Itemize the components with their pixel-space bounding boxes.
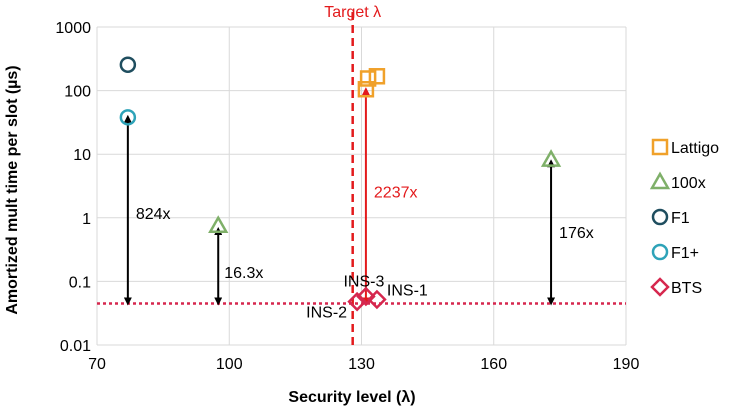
legend-marker-100x xyxy=(649,171,671,190)
speedup-arrows xyxy=(123,87,556,306)
speedup-label: 176x xyxy=(559,225,594,242)
bts-point xyxy=(356,286,376,307)
legend-marker-f1 xyxy=(651,208,669,226)
point-label: INS-2 xyxy=(306,305,347,322)
lattigo-point xyxy=(368,68,386,85)
speedup-label: 2237x xyxy=(374,184,418,201)
x-tick-label: 100 xyxy=(216,356,243,373)
y-tick-label: 1000 xyxy=(55,20,91,37)
annotations: Target λ 824x 16.3x 2237x 176x INS-2 INS-3INS-… xyxy=(136,4,594,322)
reference-lines xyxy=(97,12,626,345)
x-tick-label: 160 xyxy=(480,356,507,373)
y-tick-label: 100 xyxy=(64,84,91,101)
lattigo-point xyxy=(359,70,377,87)
legend-marker-bts xyxy=(650,277,670,297)
legend-label-100x: 100x xyxy=(671,175,706,192)
bts-point xyxy=(347,291,367,312)
legend-label-bts: BTS xyxy=(671,280,702,297)
legend-label-lattigo: Lattigo xyxy=(671,140,719,157)
legend-label-f1: F1 xyxy=(671,210,690,227)
legend: Lattigo 100x F1 F1+ BTS xyxy=(649,138,719,297)
point-label: INS-3 xyxy=(343,273,384,290)
100x-point xyxy=(208,215,229,233)
x-tick-label: 190 xyxy=(613,356,640,373)
y-tick-label: 0.1 xyxy=(69,274,91,291)
x-axis-title: Security level (λ) xyxy=(288,389,415,406)
data-markers xyxy=(119,56,562,312)
f1--point xyxy=(119,109,137,126)
x-tick-label: 70 xyxy=(88,356,106,373)
legend-label-f1-: F1+ xyxy=(671,245,699,262)
y-tick-label: 1 xyxy=(82,211,91,228)
axes: 70 100 130 160 190 0.01 0.1 1 10 100 1000 xyxy=(55,20,639,373)
x-tick-label: 130 xyxy=(348,356,375,373)
100x-point xyxy=(540,149,562,167)
point-label: INS-1 xyxy=(387,282,428,299)
target-lambda-label: Target λ xyxy=(324,4,381,21)
y-tick-label: 10 xyxy=(73,147,91,164)
f1-point xyxy=(119,56,137,73)
speedup-label: 16.3x xyxy=(224,265,263,282)
bts-point xyxy=(367,289,387,310)
legend-marker-f1- xyxy=(651,243,669,261)
speedup-label: 824x xyxy=(136,206,171,223)
lattigo-point xyxy=(357,81,375,98)
y-tick-label: 0.01 xyxy=(60,338,91,355)
legend-marker-lattigo xyxy=(651,138,669,156)
y-axis-title: Amortized mult time per slot (µs) xyxy=(4,65,21,314)
